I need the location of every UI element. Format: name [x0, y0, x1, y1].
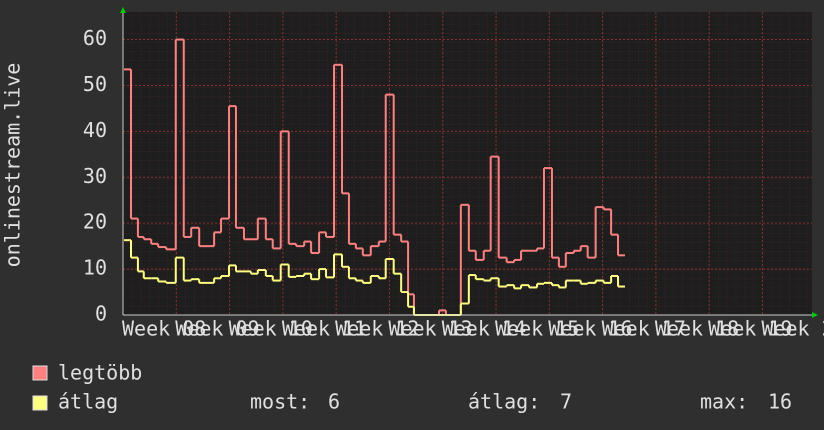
x-tick-label: Week 17 — [602, 317, 686, 341]
plot-lines — [124, 38, 625, 316]
x-arrow — [812, 312, 818, 318]
x-tick-label: Week 19 — [708, 317, 792, 341]
x-tick-label: Week 13 — [388, 317, 472, 341]
y-tick-label: 60 — [83, 26, 107, 50]
y-tick-label: 0 — [95, 302, 107, 326]
y-tick-label: 30 — [83, 164, 107, 188]
stat-value: 7 — [560, 390, 572, 414]
x-tick-label: Week 15 — [495, 317, 579, 341]
y-tick-label: 20 — [83, 210, 107, 234]
legend-label: átlag — [58, 390, 118, 414]
stat-label: most: — [250, 390, 310, 414]
x-tick-label: Week 09 — [175, 317, 259, 341]
x-tick-label: Week 18 — [655, 317, 739, 341]
x-tick-label: Week 20 — [761, 317, 824, 341]
minor-grid — [123, 12, 812, 315]
legend-swatch — [32, 365, 48, 381]
stat-label: átlag: — [468, 390, 540, 414]
y-axis-label: onlinestream.live — [1, 63, 25, 268]
x-tick-label: Week 16 — [548, 317, 632, 341]
legend-swatch — [32, 395, 48, 411]
y-tick-label: 40 — [83, 118, 107, 142]
x-tick-label: Week 11 — [282, 317, 366, 341]
legend-label: legtöbb — [58, 361, 142, 385]
x-tick-label: Week 10 — [229, 317, 313, 341]
x-tick-label: Week 08 — [122, 317, 206, 341]
y-tick-label: 50 — [83, 72, 107, 96]
x-tick-label: Week 12 — [335, 317, 419, 341]
y-tick-label: 10 — [83, 256, 107, 280]
x-tick-label: Week 14 — [442, 317, 526, 341]
stat-value: 6 — [328, 390, 340, 414]
y-arrow — [120, 7, 126, 13]
stat-value: 16 — [768, 390, 792, 414]
stat-label: max: — [700, 390, 748, 414]
